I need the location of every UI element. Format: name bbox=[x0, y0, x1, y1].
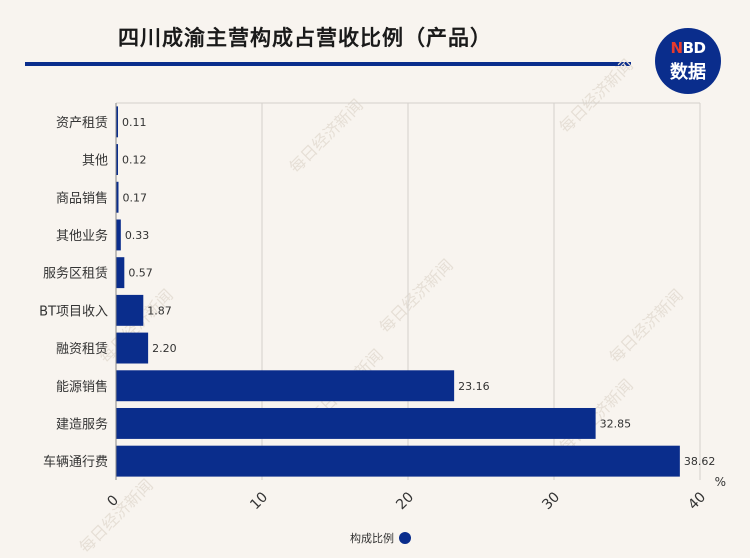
value-label: 0.17 bbox=[122, 191, 146, 204]
legend-label: 构成比例 bbox=[350, 532, 394, 545]
watermark-text: 每日经济新闻 bbox=[285, 95, 366, 176]
bar bbox=[116, 370, 455, 402]
chart-title: 四川成渝主营构成占营收比例（产品） bbox=[118, 26, 492, 50]
nbd-logo: NBD 数据 bbox=[655, 28, 721, 94]
x-tick-label: 10 bbox=[247, 489, 271, 513]
bar bbox=[116, 445, 680, 477]
bar bbox=[116, 181, 119, 213]
category-label: 资产租赁 bbox=[56, 116, 108, 131]
category-label: 商品销售 bbox=[56, 190, 108, 206]
value-label: 0.12 bbox=[122, 154, 147, 167]
x-axis-unit: % bbox=[715, 475, 726, 489]
legend[interactable]: 构成比例 bbox=[350, 530, 411, 546]
category-label: 其他业务 bbox=[56, 228, 108, 244]
value-label: 38.62 bbox=[684, 455, 716, 468]
bar bbox=[116, 294, 144, 326]
bar bbox=[116, 219, 121, 251]
value-label: 2.20 bbox=[152, 342, 177, 355]
logo-letters-bd: BD bbox=[682, 39, 706, 57]
value-label: 0.33 bbox=[125, 229, 149, 242]
category-label: 建造服务 bbox=[56, 416, 108, 432]
value-label: 23.16 bbox=[458, 380, 490, 393]
x-tick-label: 30 bbox=[539, 489, 563, 513]
category-label: 服务区租赁 bbox=[43, 266, 108, 282]
bar bbox=[116, 332, 149, 364]
watermark-text: 每日经济新闻 bbox=[555, 55, 636, 136]
value-label: 32.85 bbox=[600, 417, 632, 430]
legend-swatch bbox=[399, 532, 411, 544]
logo-text-data: 数据 bbox=[670, 62, 706, 83]
watermark-text: 每日经济新闻 bbox=[375, 255, 456, 336]
watermark-text: 每日经济新闻 bbox=[75, 475, 156, 556]
bar bbox=[116, 257, 125, 289]
logo-letter-n: N bbox=[670, 39, 684, 57]
title-underline bbox=[25, 62, 631, 66]
category-label: 融资租赁 bbox=[56, 342, 108, 357]
category-label: BT项目收入 bbox=[39, 304, 108, 319]
x-tick-label: 20 bbox=[393, 489, 417, 513]
category-label: 其他 bbox=[82, 154, 108, 169]
bar bbox=[116, 144, 118, 176]
value-label: 1.87 bbox=[147, 304, 172, 317]
watermark-text: 每日经济新闻 bbox=[605, 285, 686, 366]
bar bbox=[116, 407, 596, 439]
x-tick-label: 40 bbox=[685, 489, 709, 513]
value-label: 0.11 bbox=[122, 116, 147, 129]
category-label: 车辆通行费 bbox=[43, 454, 108, 470]
category-label: 能源销售 bbox=[56, 379, 108, 395]
bar bbox=[116, 106, 118, 138]
value-label: 0.57 bbox=[128, 267, 153, 280]
